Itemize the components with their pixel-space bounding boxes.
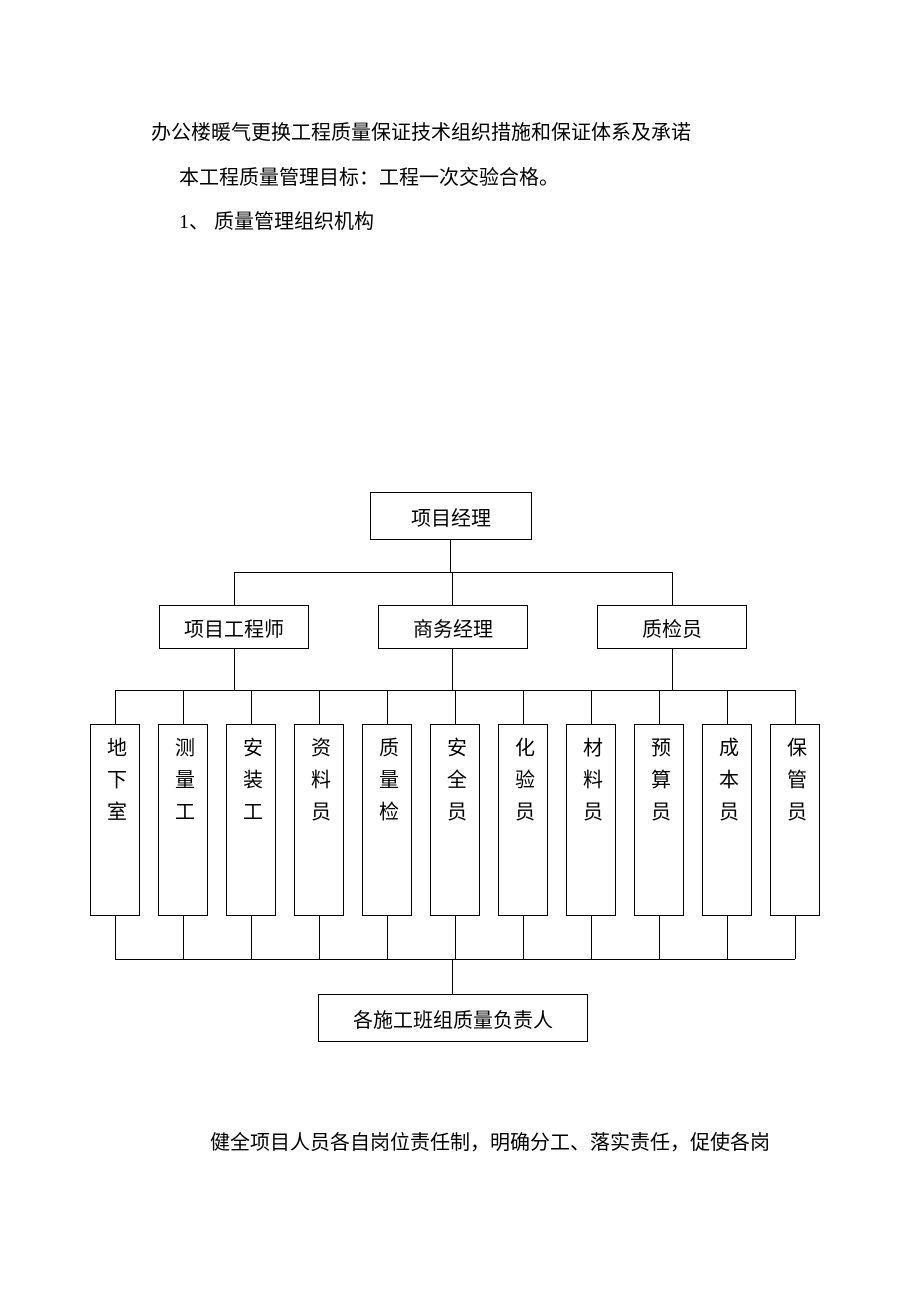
node-installer: 安装工 bbox=[226, 724, 276, 916]
node-materials: 材料员 bbox=[566, 724, 616, 916]
node-quality: 质量检 bbox=[362, 724, 412, 916]
node-surveyor: 测量工 bbox=[158, 724, 208, 916]
node-budget: 预算员 bbox=[634, 724, 684, 916]
node-team-leaders: 各施工班组质量负责人 bbox=[318, 994, 588, 1042]
node-safety: 安全员 bbox=[430, 724, 480, 916]
node-basement: 地下室 bbox=[90, 724, 140, 916]
node-cost: 成本员 bbox=[702, 724, 752, 916]
node-tester: 化验员 bbox=[498, 724, 548, 916]
node-business-manager: 商务经理 bbox=[378, 605, 528, 649]
org-chart: 项目经理 项目工程师 商务经理 质检员 地下室 测量工 安装工 资料员 质量检 … bbox=[0, 0, 920, 1302]
node-qc-inspector: 质检员 bbox=[597, 605, 747, 649]
node-project-manager: 项目经理 bbox=[370, 492, 532, 540]
node-documenter: 资料员 bbox=[294, 724, 344, 916]
node-storekeeper: 保管员 bbox=[770, 724, 820, 916]
node-project-engineer: 项目工程师 bbox=[159, 605, 309, 649]
